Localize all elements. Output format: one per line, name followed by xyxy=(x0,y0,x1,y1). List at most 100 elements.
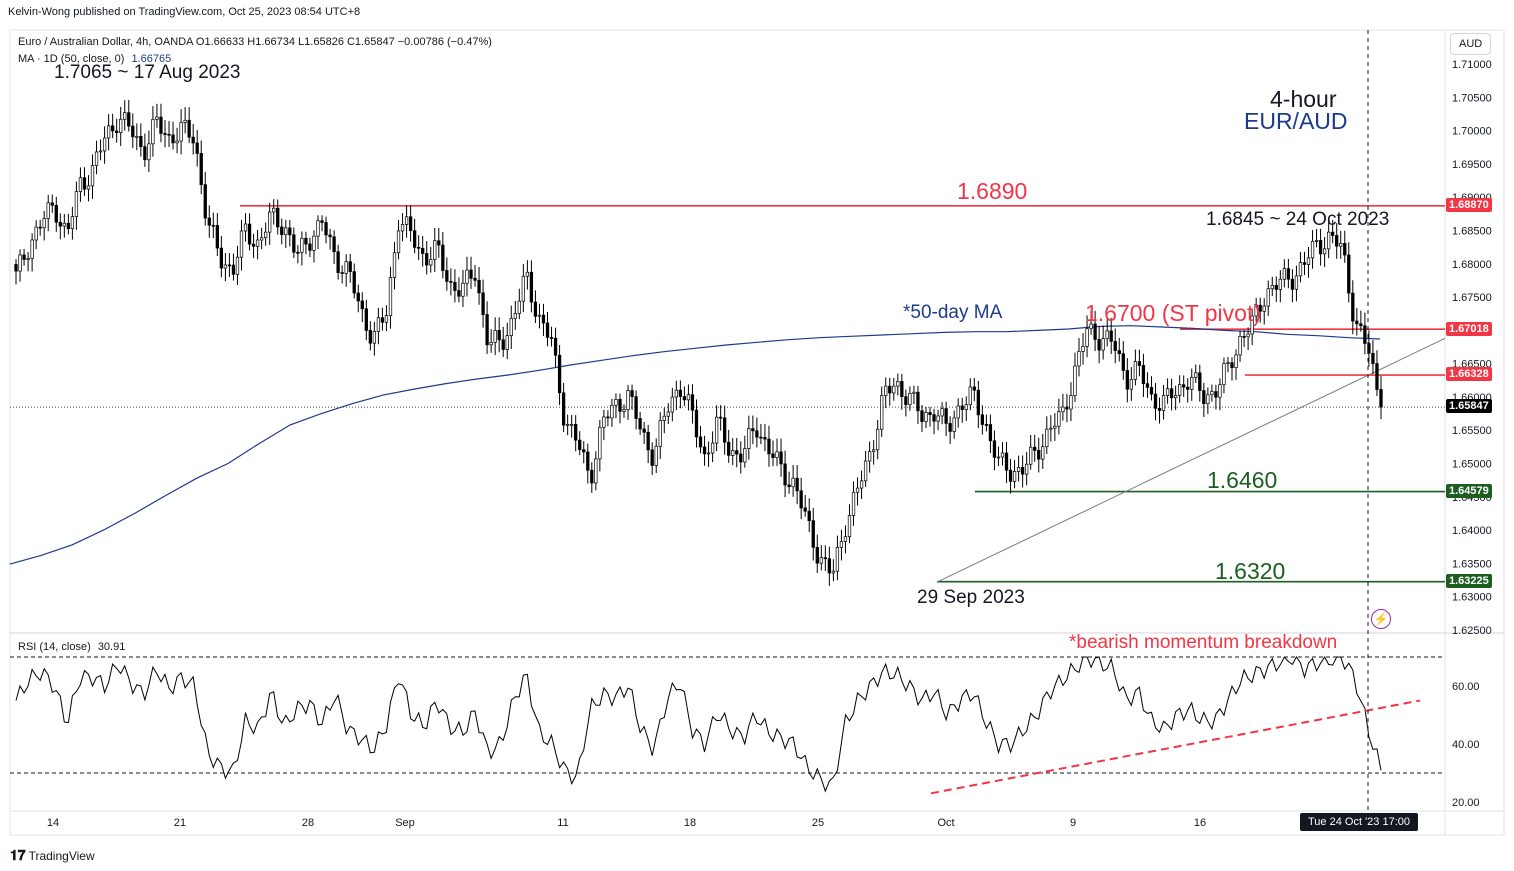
candle-body xyxy=(461,282,465,297)
time-axis-tick: 18 xyxy=(684,817,696,829)
candle-body xyxy=(779,451,783,465)
ma-indicator-label: MA · 1D (50, close, 0) xyxy=(18,53,125,65)
candle-body xyxy=(1153,393,1158,409)
candle-body xyxy=(590,469,594,484)
candle-body xyxy=(1029,446,1033,465)
lightning-icon[interactable]: ⚡ xyxy=(1371,609,1391,629)
candle-body xyxy=(610,404,614,419)
candle-body xyxy=(115,130,119,133)
candle-body xyxy=(384,315,389,323)
candle-body xyxy=(207,217,211,226)
candle-body xyxy=(1141,365,1146,385)
candle-body xyxy=(441,244,445,271)
candle-body xyxy=(421,247,425,254)
rsi-axis-tick: 60.00 xyxy=(1452,681,1480,693)
candle-body xyxy=(417,246,421,249)
candle-body xyxy=(364,308,368,331)
rsi-axis-tick: 20.00 xyxy=(1452,797,1480,809)
candle-body xyxy=(187,119,191,138)
candle-body xyxy=(904,396,908,406)
candle-body xyxy=(1238,336,1242,356)
candle-body xyxy=(863,460,868,482)
candle-body xyxy=(1258,304,1262,312)
candle-body xyxy=(972,386,976,391)
ma-annotation: *50-day MA xyxy=(903,302,1003,323)
candle-body xyxy=(62,222,66,227)
rsi-indicator-value: 30.91 xyxy=(97,641,126,653)
candle-body xyxy=(139,136,143,148)
price-axis-tick: 1.63500 xyxy=(1452,558,1492,570)
candle-body xyxy=(215,225,219,249)
candle-body xyxy=(767,438,771,455)
candle-body xyxy=(908,393,912,406)
candle-body xyxy=(22,254,26,260)
candle-body xyxy=(147,143,151,161)
candle-body xyxy=(453,282,457,291)
candle-body xyxy=(924,412,928,422)
candle-body xyxy=(1355,320,1359,325)
candle-body xyxy=(251,243,256,247)
candle-body xyxy=(352,271,356,294)
price-axis-tick: 1.63000 xyxy=(1452,592,1492,604)
candle-body xyxy=(340,272,344,274)
candle-body xyxy=(791,477,795,488)
candle-body xyxy=(787,484,791,488)
candle-body xyxy=(179,122,183,142)
candle-body xyxy=(54,204,58,223)
candle-body xyxy=(110,125,115,132)
candle-body xyxy=(123,112,127,120)
time-axis-tick: 16 xyxy=(1194,817,1206,829)
candle-body xyxy=(131,125,135,138)
crosshair-time-label: Tue 24 Oct '23 17:00 xyxy=(1300,813,1418,831)
candle-body xyxy=(1347,254,1351,294)
candle-body xyxy=(348,261,352,272)
candle-body xyxy=(1379,389,1383,408)
candle-body xyxy=(783,463,787,486)
candle-body xyxy=(1101,338,1105,351)
candle-body xyxy=(1037,450,1041,460)
candle-body xyxy=(1242,336,1246,338)
candle-body xyxy=(755,430,759,438)
candle-body xyxy=(1326,231,1331,250)
candle-body xyxy=(578,439,582,451)
price-tag-1-68870: 1.68870 xyxy=(1446,198,1492,212)
candle-body xyxy=(1322,248,1327,255)
candle-body xyxy=(388,277,393,316)
price-axis-tick: 1.62500 xyxy=(1452,625,1492,637)
candle-body xyxy=(718,416,723,419)
candle-body xyxy=(509,317,513,336)
level-1-6320-label: 1.6320 xyxy=(1215,558,1286,584)
candle-body xyxy=(533,301,538,317)
candle-body xyxy=(727,441,731,456)
candle-body xyxy=(839,541,844,548)
candle-body xyxy=(626,390,630,410)
candle-body xyxy=(119,118,123,133)
candle-body xyxy=(698,436,703,448)
candle-body xyxy=(1093,323,1097,340)
candle-body xyxy=(1310,240,1315,259)
candle-body xyxy=(1222,363,1226,386)
rsi-indicator-label: RSI (14, close) xyxy=(18,641,91,653)
candle-body xyxy=(968,386,972,406)
candle-body xyxy=(1137,361,1142,366)
candle-body xyxy=(1214,391,1218,398)
candle-body xyxy=(521,275,525,302)
currency-selector[interactable]: AUD xyxy=(1450,33,1492,55)
candle-body xyxy=(1298,262,1303,277)
candle-body xyxy=(586,451,590,471)
candle-body xyxy=(332,236,336,253)
candle-body xyxy=(1351,292,1355,322)
candle-body xyxy=(1194,372,1198,378)
candle-body xyxy=(1161,395,1166,411)
support-trendline xyxy=(936,337,1446,583)
candle-body xyxy=(582,449,586,453)
candle-body xyxy=(360,300,364,310)
ma-line xyxy=(9,325,1381,565)
level-st-pivot-label: 1.6700 (ST pivot) xyxy=(1085,300,1262,326)
candle-body xyxy=(1105,330,1109,339)
candle-body xyxy=(1081,346,1085,352)
candle-body xyxy=(477,279,481,294)
rsi-indicator-line: RSI (14, close) 30.91 xyxy=(18,641,125,653)
candle-body xyxy=(276,207,280,228)
